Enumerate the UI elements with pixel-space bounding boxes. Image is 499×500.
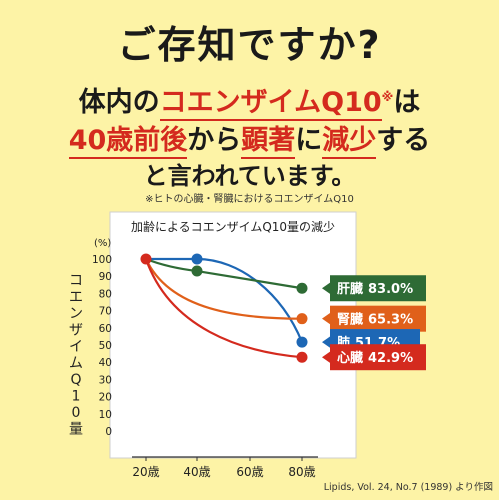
chart-panel (109, 211, 357, 459)
headline: ご存知ですか? (117, 23, 382, 67)
data-point (191, 253, 203, 265)
series-label-box (330, 275, 426, 302)
age-text: 40歳前後 (68, 125, 188, 159)
coq10-text: コエンザイムQ10 (159, 87, 382, 121)
chart-title: 加齢によるコエンザイムQ10量の減少 (131, 219, 335, 234)
intro-line-1: 体内のコエンザイムQ10※は (0, 80, 499, 121)
series-name: 腎臓 (337, 312, 363, 328)
y-tick-label: 100 (92, 254, 112, 266)
y-tick-label: 80 (99, 288, 112, 300)
series-name: 心臓 (337, 350, 363, 366)
series-label-pointer (322, 281, 332, 296)
intro-line-3: と言われています。 (143, 162, 356, 190)
series-label-pointer (322, 311, 332, 326)
y-unit-label: (%) (94, 238, 111, 249)
footnote-mark: ※ (381, 90, 394, 104)
kencho-text: 顕著 (241, 125, 296, 159)
y-axis-title-char: Q (70, 372, 81, 388)
series-label-pointer (322, 350, 332, 365)
y-tick-label: 30 (99, 374, 112, 386)
data-point (296, 282, 308, 294)
y-tick-label: 10 (99, 409, 112, 421)
x-tick-label: 80歳 (288, 465, 315, 479)
y-axis-title-char: 0 (72, 405, 81, 421)
y-tick-label: 20 (99, 392, 112, 404)
y-axis-title-char: エ (69, 290, 83, 306)
series-line (146, 257, 304, 343)
data-point (296, 351, 308, 363)
y-tick-label: 0 (105, 426, 112, 438)
data-point (296, 313, 308, 325)
series-value: 42.9% (368, 351, 413, 366)
source-credit: Lipids, Vol. 24, No.7 (1989) より作図 (323, 482, 493, 493)
series-value: 65.3% (368, 313, 413, 328)
series-value: 83.0% (368, 282, 413, 297)
y-axis-title-char: ン (69, 306, 83, 322)
ni-text: に (295, 125, 323, 156)
x-tick-label: 60歳 (236, 465, 263, 479)
y-axis-title-char: ム (69, 356, 83, 372)
y-tick-label: 60 (99, 323, 112, 335)
y-axis-title-char: 1 (72, 389, 81, 405)
data-point (191, 265, 203, 277)
series-line (145, 258, 303, 320)
y-tick-label: 90 (99, 271, 112, 283)
y-tick-label: 50 (99, 340, 112, 352)
decrease-text: 減少 (322, 125, 377, 159)
suru-text: する (376, 125, 431, 156)
y-axis-title-char: ザ (69, 323, 83, 339)
intro-text-c: は (393, 87, 421, 118)
y-tick-label: 40 (99, 357, 112, 369)
footnote: ※ヒトの心臓・腎臓におけるコエンザイムQ10 (145, 194, 354, 205)
x-tick-label: 20歳 (132, 465, 159, 479)
intro-text-a: 体内の (78, 87, 160, 118)
data-point (296, 336, 308, 348)
data-point-start (140, 253, 152, 265)
y-axis-title-char: 量 (69, 422, 83, 438)
y-axis-title-char: コ (69, 273, 83, 289)
series-name: 肝臓 (337, 281, 363, 297)
series-line (144, 258, 303, 359)
series-label-box (330, 344, 426, 371)
series-label-box (330, 305, 426, 332)
x-tick-label: 40歳 (183, 465, 210, 479)
series-label-pointer (322, 335, 332, 350)
intro-line-2: 40歳前後から顕著に減少する (0, 118, 499, 159)
y-axis-title-char: イ (69, 339, 83, 355)
kara-text: から (187, 125, 242, 156)
y-tick-label: 70 (99, 306, 112, 318)
